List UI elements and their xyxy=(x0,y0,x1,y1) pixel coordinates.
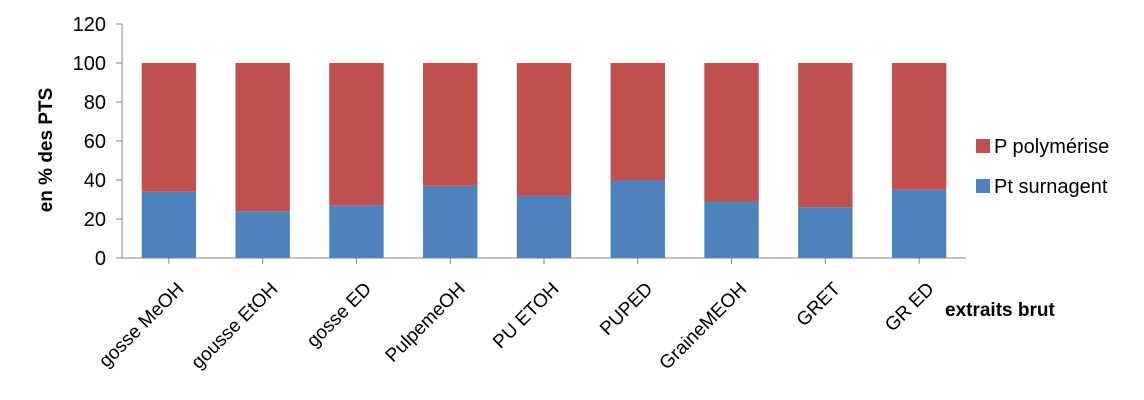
x-axis-title: extraits brut xyxy=(945,300,1055,321)
bar-segment-pt-surnagent xyxy=(423,185,478,258)
bar-segment-pt-surnagent xyxy=(235,211,290,258)
legend-label: P polymérise xyxy=(994,136,1109,158)
bar-segment-pt-surnagent xyxy=(704,201,759,258)
category-label: PU ETOH xyxy=(489,279,563,353)
bar-segment-pt-surnagent xyxy=(798,207,853,258)
legend-label: Pt surnagent xyxy=(994,176,1108,198)
legend-swatch xyxy=(976,139,990,153)
bar-segment-pt-surnagent xyxy=(891,189,947,258)
bar-segment-pt-surnagent xyxy=(610,180,665,258)
y-tick-label: 60 xyxy=(84,131,106,153)
y-tick-label: 0 xyxy=(95,248,106,270)
legend-swatch xyxy=(976,179,990,193)
category-label: PUPED xyxy=(596,279,657,340)
bar-segment-pt-surnagent xyxy=(141,191,197,258)
y-tick-label: 80 xyxy=(84,92,106,114)
category-label: GraineMEOH xyxy=(656,279,751,374)
y-tick-label: 120 xyxy=(73,14,106,36)
bar-segment-p-polymerise xyxy=(891,63,947,190)
bar-segment-p-polymerise xyxy=(141,63,197,192)
y-tick-label: 40 xyxy=(84,170,106,192)
bar-group xyxy=(141,63,947,264)
category-label: GRET xyxy=(793,278,845,330)
bar-segment-p-polymerise xyxy=(798,63,853,208)
category-labels: gosse MeOH gousse EtOH gosse ED PulpemeOH PU… xyxy=(95,278,938,374)
y-tick-label: 100 xyxy=(73,53,106,75)
category-label: gousse EtOH xyxy=(187,279,282,374)
legend: P polymérise Pt surnagent xyxy=(976,136,1109,198)
bar-segment-p-polymerise xyxy=(516,63,572,196)
category-label: gosse MeOH xyxy=(95,279,188,372)
bar-segment-p-polymerise xyxy=(704,63,759,202)
bar-segment-pt-surnagent xyxy=(329,205,384,258)
y-tick-label: 20 xyxy=(84,209,106,231)
category-label: GR ED xyxy=(881,279,938,336)
bar-segment-p-polymerise xyxy=(423,63,478,186)
y-axis-title: en % des PTS xyxy=(36,88,57,213)
y-axis-ticks: 0 20 40 60 80 100 120 xyxy=(73,14,122,270)
bar-segment-p-polymerise xyxy=(610,63,665,180)
bar-segment-p-polymerise xyxy=(329,63,384,206)
category-label: PulpemeOH xyxy=(382,279,470,367)
category-label: gosse ED xyxy=(303,279,376,352)
bar-segment-p-polymerise xyxy=(235,63,290,212)
bar-segment-pt-surnagent xyxy=(516,195,572,258)
